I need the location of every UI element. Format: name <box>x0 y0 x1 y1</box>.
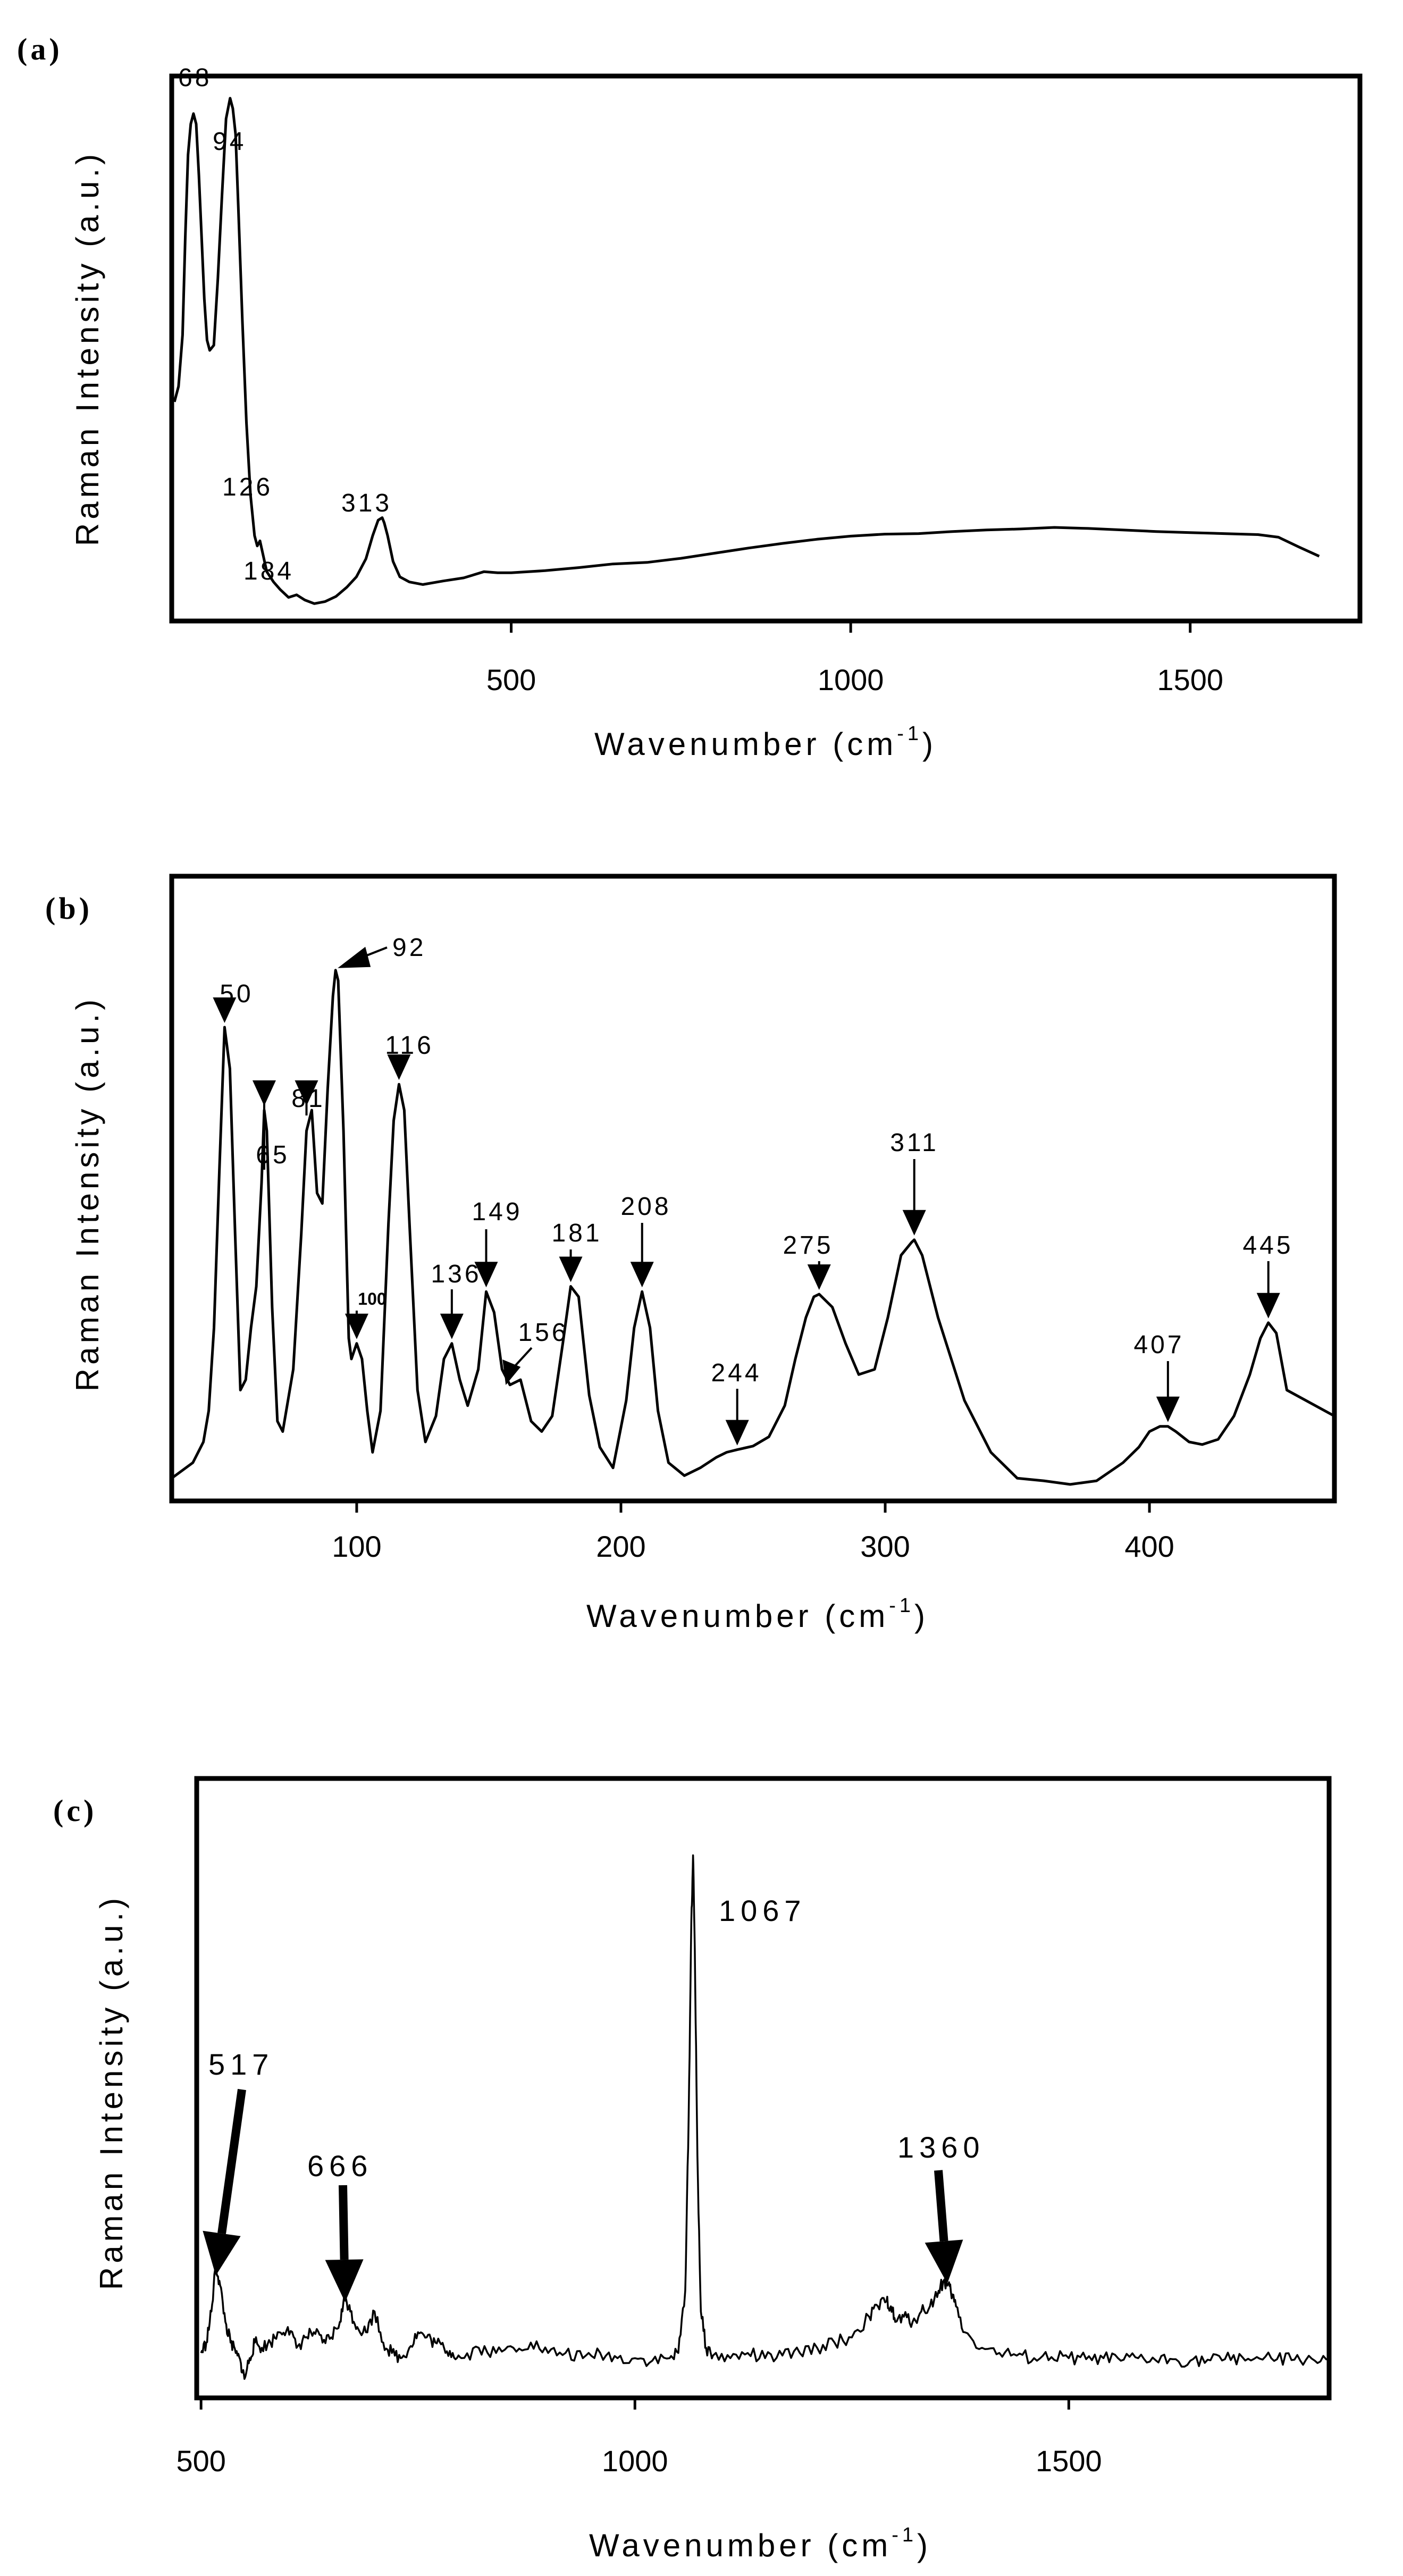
panel-b-arrow-head-244 <box>725 1420 749 1446</box>
panel-b-peak-label-81: 81 <box>291 1085 325 1113</box>
panel-a-label: (a) <box>17 32 63 66</box>
panel-b-arrow-head-65 <box>252 1080 276 1106</box>
panel-c-plot-area <box>194 1776 1332 2401</box>
panel-c-tick-label-1000: 1000 <box>602 2444 668 2478</box>
panel-b-arrow-head-275 <box>807 1264 831 1290</box>
panel-a-y-axis-label: Raman Intensity (a.u.) <box>70 150 105 546</box>
panel-b-peak-label-136: 136 <box>431 1260 481 1288</box>
panel-b-peak-label-244: 244 <box>711 1359 761 1387</box>
panel-b-x-ticks: 100 200 300 400 <box>332 1501 1174 1563</box>
panel-c-spectrum-line <box>200 1854 1330 2380</box>
panel-b-arrow-head-445 <box>1256 1293 1280 1319</box>
panel-b-peak-label-181: 181 <box>551 1219 602 1247</box>
panel-b-arrow-head-407 <box>1156 1396 1180 1422</box>
panel-a: (a) 500 1000 1500 Raman Intensity (a.u.) W… <box>17 32 1363 762</box>
panel-c-arrow-shaft-517 <box>217 2088 246 2234</box>
panel-b-arrow-head-311 <box>902 1210 926 1236</box>
panel-b-arrow-head-181 <box>559 1256 583 1282</box>
panel-b-arrow-head-50 <box>213 997 237 1023</box>
panel-b-peak-label-275: 275 <box>783 1231 833 1260</box>
panel-c-peak-arrows <box>203 2088 963 2302</box>
panel-c-arrow-head-1360 <box>925 2239 963 2284</box>
panel-c-arrow-head-517 <box>203 2230 241 2276</box>
panel-b-peak-label-65: 65 <box>256 1141 289 1169</box>
panel-c-x-axis-label: Wavenumber (cm-1) <box>589 2524 931 2563</box>
panel-b-x-axis-label: Wavenumber (cm-1) <box>586 1595 929 1634</box>
panel-c-arrow-shaft-1360 <box>934 2170 948 2242</box>
panel-c-peak-label-517: 517 <box>208 2048 274 2081</box>
panel-b-tick-label-200: 200 <box>596 1530 645 1563</box>
panel-b-peak-label-156: 156 <box>518 1319 568 1347</box>
panel-b-peak-label-50: 50 <box>220 980 253 1008</box>
panel-b-arrow-head-116 <box>387 1054 411 1080</box>
panel-b-plot-area <box>169 874 1337 1504</box>
panel-b-tick-label-300: 300 <box>860 1530 910 1563</box>
panel-a-plot-area <box>169 73 1363 624</box>
panel-b-peak-arrows <box>213 946 1280 1446</box>
panel-b-peak-label-208: 208 <box>620 1193 671 1221</box>
panel-b-arrow-head-149 <box>474 1262 498 1288</box>
panel-b-label: (b) <box>45 891 93 926</box>
panel-a-x-axis-label: Wavenumber (cm-1) <box>594 723 937 762</box>
panel-c-label: (c) <box>53 1793 97 1828</box>
panel-b-peak-label-116: 116 <box>385 1031 434 1060</box>
panel-b-arrow-head-92 <box>338 946 371 968</box>
panel-b-peak-label-311: 311 <box>890 1129 939 1157</box>
panel-b-spectrum-line <box>171 969 1335 1486</box>
panel-c-y-axis-label: Raman Intensity (a.u.) <box>94 1894 129 2290</box>
panel-a-peak-label-184: 184 <box>243 557 294 585</box>
panel-b: (b) 100 200 300 400 Raman Intensity (a.u.) … <box>45 874 1337 1634</box>
panel-a-x-ticks: 500 1000 1500 <box>486 621 1223 697</box>
panel-b-tick-label-100: 100 <box>332 1530 381 1563</box>
panel-c-peak-label-1067: 1067 <box>719 1894 806 1927</box>
panel-b-arrow-head-156 <box>502 1360 521 1385</box>
panel-c-tick-label-1500: 1500 <box>1036 2444 1102 2478</box>
panel-a-peak-label-313: 313 <box>341 489 392 517</box>
panel-c-x-ticks: 500 1000 1500 <box>176 2398 1102 2478</box>
panel-b-arrow-head-81 <box>295 1080 318 1106</box>
panel-c: (c) 500 1000 1500 Raman Intensity (a.u.) W… <box>53 1776 1332 2563</box>
panel-b-arrow-head-136 <box>440 1313 464 1339</box>
panel-a-peak-label-126: 126 <box>222 473 273 501</box>
panel-b-peak-label-149: 149 <box>472 1198 522 1226</box>
panel-a-peak-label-68: 68 <box>178 64 212 92</box>
panel-b-peak-label-445: 445 <box>1242 1231 1293 1260</box>
panel-a-peak-label-94: 94 <box>213 128 246 156</box>
panel-b-peak-label-100: 100 <box>358 1289 386 1308</box>
panel-b-peak-label-92: 92 <box>392 934 426 962</box>
panel-a-tick-label-500: 500 <box>486 663 536 697</box>
panel-b-tick-label-400: 400 <box>1124 1530 1174 1563</box>
panel-b-arrow-head-100 <box>345 1313 368 1339</box>
panel-b-peak-label-407: 407 <box>1133 1331 1184 1359</box>
panel-a-spectrum-line <box>173 97 1320 605</box>
panel-b-arrow-head-208 <box>630 1262 654 1288</box>
panel-c-arrow-shaft-666 <box>339 2185 349 2260</box>
panel-c-peak-label-666: 666 <box>307 2149 373 2183</box>
panel-c-arrow-head-666 <box>325 2259 364 2302</box>
panel-a-tick-label-1000: 1000 <box>818 663 884 697</box>
panel-c-tick-label-500: 500 <box>176 2444 225 2478</box>
panel-b-y-axis-label: Raman Intensity (a.u.) <box>70 996 105 1391</box>
panel-c-peak-label-1360: 1360 <box>897 2130 985 2164</box>
panel-a-tick-label-1500: 1500 <box>1157 663 1223 697</box>
